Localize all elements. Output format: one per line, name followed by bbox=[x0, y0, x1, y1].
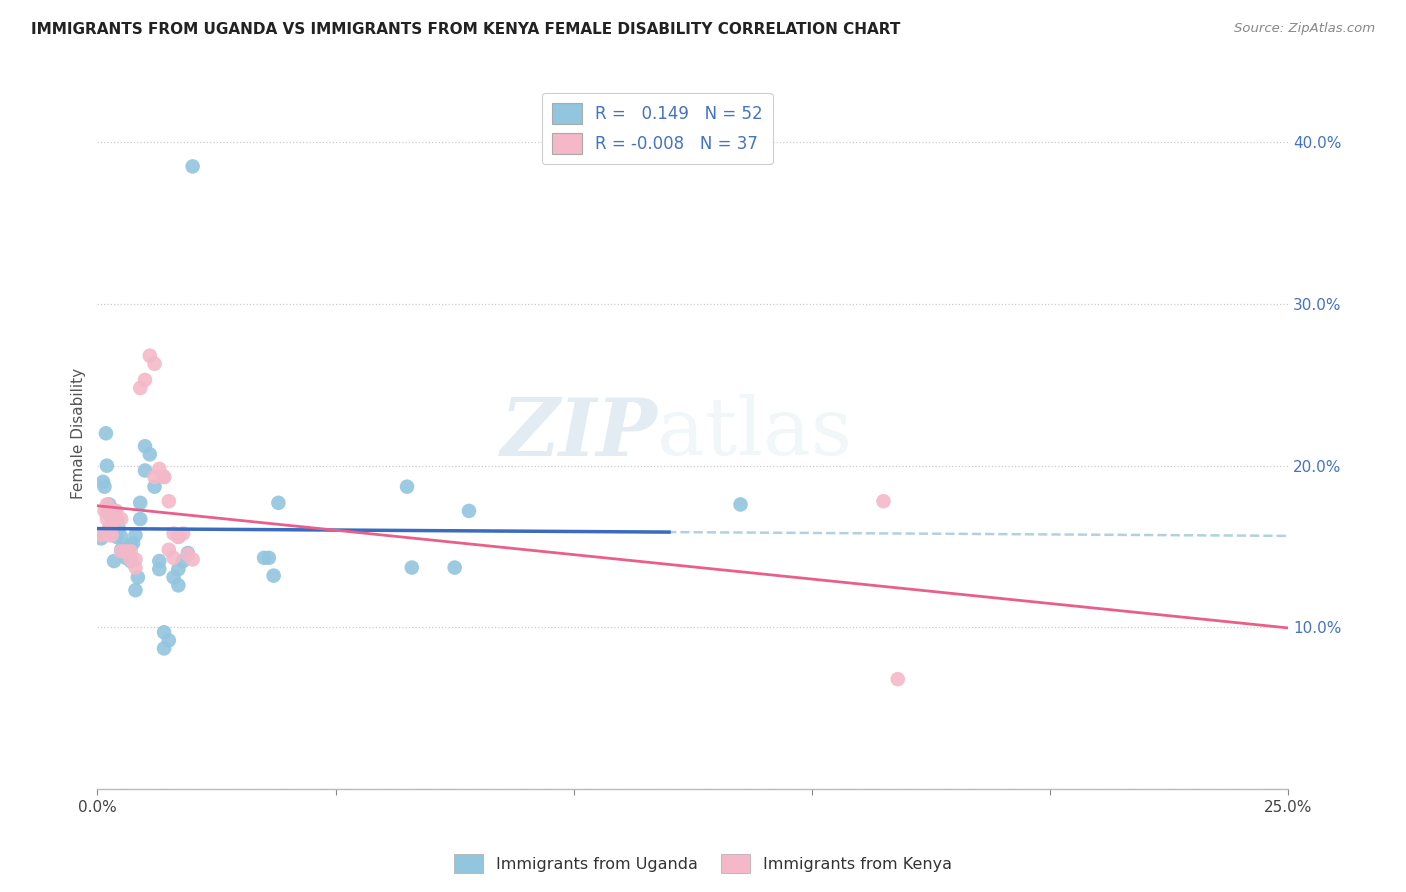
Point bbox=[143, 480, 166, 494]
Point bbox=[148, 462, 170, 476]
Point bbox=[100, 520, 122, 534]
Point bbox=[153, 470, 176, 484]
Point bbox=[162, 570, 184, 584]
Point bbox=[110, 544, 132, 558]
Point bbox=[181, 160, 204, 174]
Point bbox=[253, 550, 276, 565]
Point bbox=[120, 552, 142, 566]
Point bbox=[98, 520, 121, 534]
Point bbox=[730, 498, 752, 512]
Point bbox=[157, 542, 180, 557]
Point bbox=[139, 349, 162, 363]
Point bbox=[90, 532, 112, 546]
Point bbox=[103, 512, 125, 526]
Point bbox=[162, 526, 184, 541]
Point bbox=[157, 633, 180, 648]
Point bbox=[177, 548, 200, 562]
Point bbox=[98, 528, 121, 542]
Point bbox=[124, 528, 146, 542]
Point bbox=[93, 504, 115, 518]
Point bbox=[395, 480, 418, 494]
Point bbox=[129, 381, 152, 395]
Point bbox=[124, 552, 146, 566]
Point bbox=[104, 504, 127, 518]
Point bbox=[115, 550, 138, 565]
Point bbox=[167, 562, 190, 576]
Point bbox=[134, 373, 156, 387]
Point bbox=[167, 530, 190, 544]
Point bbox=[107, 522, 129, 536]
Point bbox=[112, 542, 135, 557]
Point bbox=[98, 498, 121, 512]
Point bbox=[134, 463, 156, 477]
Text: atlas: atlas bbox=[657, 394, 852, 472]
Point bbox=[93, 480, 115, 494]
Point bbox=[105, 530, 128, 544]
Point bbox=[172, 526, 194, 541]
Point bbox=[117, 548, 139, 562]
Point bbox=[143, 470, 166, 484]
Point bbox=[97, 506, 120, 520]
Point bbox=[122, 536, 145, 550]
Point bbox=[120, 554, 142, 568]
Point bbox=[181, 552, 204, 566]
Point bbox=[167, 578, 190, 592]
Point bbox=[105, 514, 128, 528]
Text: Source: ZipAtlas.com: Source: ZipAtlas.com bbox=[1234, 22, 1375, 36]
Point bbox=[96, 512, 118, 526]
Point bbox=[115, 544, 138, 558]
Point bbox=[110, 530, 132, 544]
Point bbox=[110, 512, 132, 526]
Point bbox=[267, 496, 290, 510]
Point bbox=[153, 625, 176, 640]
Point bbox=[458, 504, 481, 518]
Point bbox=[153, 641, 176, 656]
Point bbox=[167, 530, 190, 544]
Point bbox=[90, 528, 112, 542]
Point bbox=[129, 496, 152, 510]
Point bbox=[100, 528, 122, 542]
Point bbox=[100, 520, 122, 534]
Point bbox=[162, 550, 184, 565]
Point bbox=[120, 544, 142, 558]
Point bbox=[94, 426, 117, 441]
Point bbox=[257, 550, 280, 565]
Point bbox=[105, 504, 128, 518]
Point bbox=[105, 512, 128, 526]
Text: ZIP: ZIP bbox=[501, 394, 657, 472]
Point bbox=[96, 498, 118, 512]
Point bbox=[172, 554, 194, 568]
Point bbox=[148, 562, 170, 576]
Point bbox=[887, 672, 910, 686]
Point bbox=[134, 439, 156, 453]
Point bbox=[153, 470, 176, 484]
Point bbox=[872, 494, 894, 508]
Point bbox=[96, 458, 118, 473]
Point bbox=[263, 568, 285, 582]
Point bbox=[157, 494, 180, 508]
Point bbox=[91, 475, 114, 489]
Point bbox=[101, 506, 124, 520]
Y-axis label: Female Disability: Female Disability bbox=[72, 368, 86, 499]
Point bbox=[143, 357, 166, 371]
Text: IMMIGRANTS FROM UGANDA VS IMMIGRANTS FROM KENYA FEMALE DISABILITY CORRELATION CH: IMMIGRANTS FROM UGANDA VS IMMIGRANTS FRO… bbox=[31, 22, 900, 37]
Point bbox=[401, 560, 423, 574]
Point bbox=[129, 512, 152, 526]
Point bbox=[120, 538, 142, 552]
Point bbox=[139, 447, 162, 461]
Legend: R =   0.149   N = 52, R = -0.008   N = 37: R = 0.149 N = 52, R = -0.008 N = 37 bbox=[541, 93, 773, 164]
Point bbox=[110, 542, 132, 557]
Point bbox=[148, 554, 170, 568]
Point bbox=[124, 583, 146, 598]
Point bbox=[100, 510, 122, 524]
Point bbox=[127, 570, 149, 584]
Point bbox=[103, 554, 125, 568]
Point bbox=[443, 560, 465, 574]
Legend: Immigrants from Uganda, Immigrants from Kenya: Immigrants from Uganda, Immigrants from … bbox=[447, 847, 959, 880]
Point bbox=[124, 560, 146, 574]
Point bbox=[177, 546, 200, 560]
